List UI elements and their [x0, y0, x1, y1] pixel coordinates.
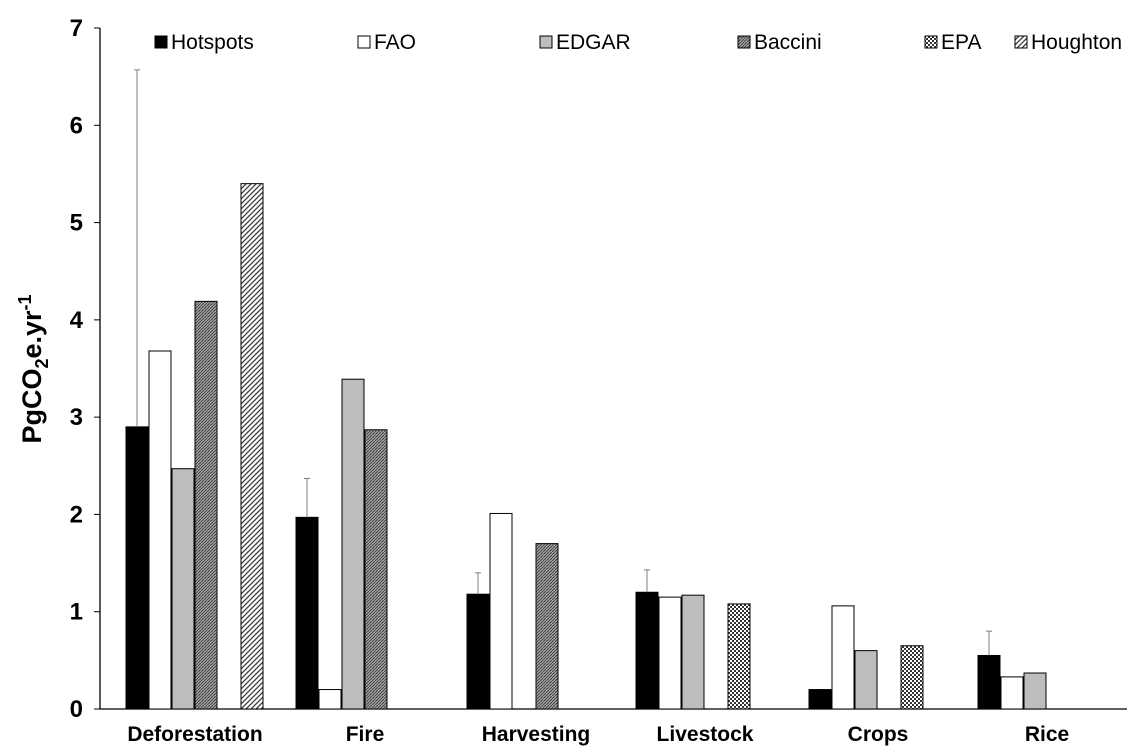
y-tick-label: 1 — [70, 599, 83, 626]
bar-hotspots-crops — [808, 689, 832, 710]
legend-swatch-epa — [924, 35, 938, 49]
bar-hotspots-deforestation — [125, 426, 149, 710]
legend-label-fao: FAO — [374, 31, 416, 54]
bar-fao-livestock — [658, 596, 682, 710]
legend-label-houghton: Houghton — [1031, 31, 1122, 54]
y-axis-label: PgCO2e.yr-1 — [15, 294, 52, 443]
x-category-label: Livestock — [657, 723, 754, 746]
bar-epa-crops — [900, 645, 924, 710]
bar-fao-rice — [1000, 676, 1024, 710]
legend-label-baccini: Baccini — [754, 31, 822, 54]
bar-fao-deforestation — [148, 350, 172, 710]
bar-houghton-deforestation — [240, 183, 264, 710]
bar-fao-harvesting — [489, 512, 513, 710]
legend-swatch-baccini — [737, 35, 751, 49]
bar-edgar-livestock — [681, 594, 705, 710]
bar-fao-crops — [831, 605, 855, 710]
legend-swatch-houghton — [1014, 35, 1028, 49]
bar-hotspots-harvesting — [466, 593, 490, 710]
bar-epa-livestock — [727, 603, 751, 710]
y-tick-label: 4 — [70, 307, 84, 334]
x-category-label: Deforestation — [127, 723, 262, 746]
legend-label-hotspots: Hotspots — [171, 31, 254, 54]
bar-edgar-deforestation — [171, 468, 195, 710]
y-tick-label: 7 — [70, 15, 83, 42]
legend-swatch-fao — [357, 35, 371, 49]
legend-swatch-edgar — [539, 35, 553, 49]
bar-baccini-fire — [364, 429, 388, 710]
bar-edgar-rice — [1023, 672, 1047, 710]
bar-hotspots-livestock — [635, 591, 659, 710]
y-tick-label: 3 — [70, 404, 83, 431]
y-tick-label: 2 — [70, 501, 83, 528]
legend-swatch-hotspots — [154, 35, 168, 49]
legend-label-epa: EPA — [941, 31, 981, 54]
bar-baccini-deforestation — [194, 300, 218, 710]
y-tick-label: 5 — [70, 210, 83, 237]
bar-baccini-harvesting — [535, 543, 559, 710]
bar-edgar-crops — [854, 650, 878, 710]
y-tick-label: 0 — [70, 696, 83, 723]
bar-fao-fire — [318, 689, 342, 710]
bar-hotspots-rice — [977, 654, 1001, 710]
x-category-label: Rice — [1025, 723, 1069, 746]
x-category-label: Harvesting — [482, 723, 591, 746]
bar-edgar-fire — [341, 378, 365, 710]
bar-hotspots-fire — [295, 516, 319, 710]
legend-label-edgar: EDGAR — [556, 31, 631, 54]
y-tick-label: 6 — [70, 112, 83, 139]
x-category-label: Crops — [848, 723, 909, 746]
x-category-label: Fire — [346, 723, 385, 746]
